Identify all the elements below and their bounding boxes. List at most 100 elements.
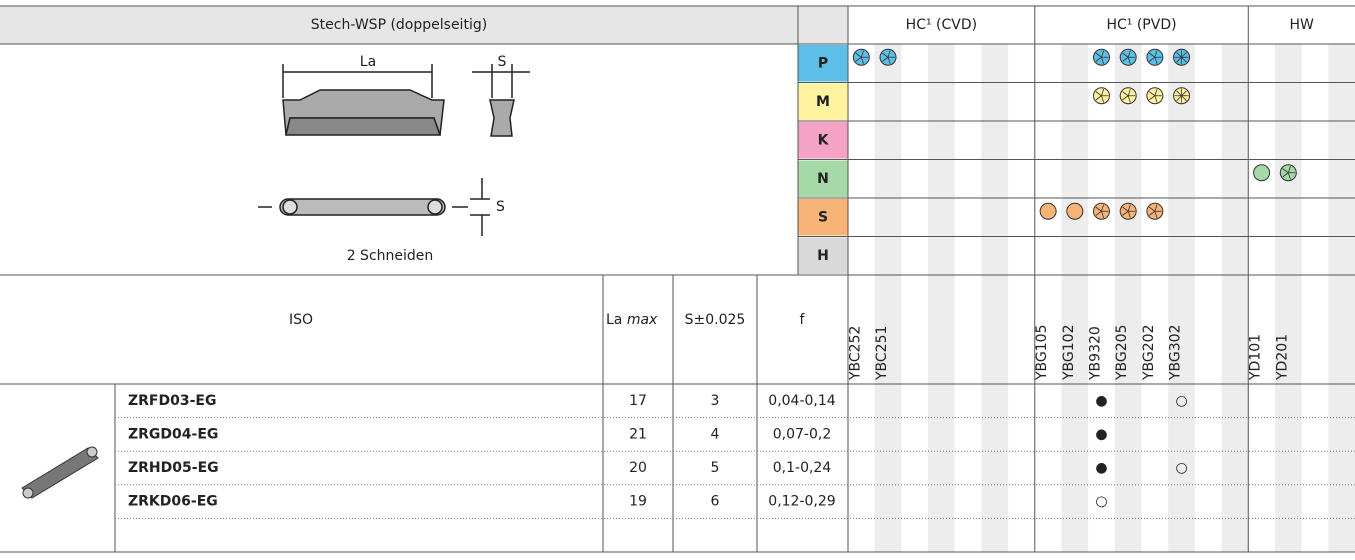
column-stripe xyxy=(1274,44,1302,552)
col-head: La max xyxy=(606,312,658,328)
grade-label: YBG105 xyxy=(1034,325,1050,381)
grade-icon xyxy=(860,50,864,58)
grade-icon xyxy=(1095,52,1102,58)
header-bg xyxy=(848,6,1355,44)
grade-icon xyxy=(882,56,889,62)
grade-icon xyxy=(1181,52,1187,58)
grade-icon xyxy=(1253,164,1271,182)
grade-icon xyxy=(1095,56,1102,62)
grade-icon xyxy=(1154,57,1158,65)
group-head: HW xyxy=(1289,17,1314,33)
grade-icon xyxy=(1287,165,1291,173)
grade-icon xyxy=(1148,56,1156,62)
column-stripe xyxy=(1061,44,1089,552)
dim-label: S xyxy=(498,54,507,70)
col-head: ISO xyxy=(289,312,313,328)
material-label: K xyxy=(818,132,830,148)
grade-icon xyxy=(1176,95,1182,101)
material-cell xyxy=(798,160,848,197)
f: 0,04-0,14 xyxy=(768,393,835,409)
mark: ○ xyxy=(1175,393,1187,409)
dim-label: S xyxy=(496,199,505,215)
dim-label: La xyxy=(360,54,376,70)
column-stripe xyxy=(1328,44,1355,552)
col-head: f xyxy=(800,312,806,328)
grade-icon xyxy=(887,57,891,65)
column-stripe xyxy=(1114,44,1142,552)
f: 0,12-0,29 xyxy=(768,494,835,510)
title: Stech-WSP (doppelseitig) xyxy=(311,17,487,33)
column-stripe xyxy=(1221,44,1249,552)
material-cell xyxy=(798,199,848,236)
la: 20 xyxy=(629,460,647,476)
column-stripe xyxy=(874,44,902,552)
material-cell xyxy=(798,83,848,120)
code: ZRFD03-EG xyxy=(128,393,216,409)
header-bg xyxy=(0,6,848,44)
grade-icon xyxy=(1101,50,1105,58)
grade-icon xyxy=(1101,211,1105,219)
column-stripe xyxy=(928,44,955,552)
grade-icon xyxy=(1122,206,1129,212)
grade-icon xyxy=(1148,206,1156,212)
grade-icon xyxy=(1095,210,1102,216)
grade-icon xyxy=(1148,91,1156,97)
grade-icon xyxy=(1176,52,1182,58)
column-stripe xyxy=(1168,44,1195,552)
material-cell xyxy=(798,45,848,82)
grade-icon xyxy=(1066,202,1084,220)
code: ZRHD05-EG xyxy=(128,460,219,476)
material-cell xyxy=(798,122,848,159)
grade-icon xyxy=(855,52,862,58)
product-image xyxy=(21,446,99,499)
grade-icon xyxy=(1101,204,1105,212)
grade-icon xyxy=(860,57,864,65)
la: 17 xyxy=(629,393,647,409)
grade-icon xyxy=(1282,168,1289,174)
grade-icon xyxy=(1181,95,1187,101)
group-head: HC¹ (PVD) xyxy=(1106,17,1176,33)
s: 6 xyxy=(711,494,720,510)
grade-icon xyxy=(855,56,862,62)
grade-icon xyxy=(1039,202,1057,220)
grade-icon xyxy=(1127,204,1131,212)
grade-icon xyxy=(1181,56,1187,63)
grade-label: YBC251 xyxy=(874,326,890,381)
grade-label: YBC252 xyxy=(847,326,863,381)
grade-icon xyxy=(1127,50,1131,58)
grade-icon xyxy=(1287,172,1291,180)
material-label: N xyxy=(817,171,829,187)
group-head: HC¹ (CVD) xyxy=(906,17,977,33)
la: 19 xyxy=(629,494,647,510)
grade-label: YBG302 xyxy=(1168,325,1184,381)
grade-icon xyxy=(1148,95,1156,101)
grade-label: YBG205 xyxy=(1114,325,1130,381)
grade-icon xyxy=(1154,95,1158,103)
grade-icon xyxy=(1101,95,1105,103)
grade-icon xyxy=(1101,88,1105,96)
grade-icon xyxy=(887,50,891,58)
grade-label: YD101 xyxy=(1248,334,1264,381)
grade-icon xyxy=(1122,52,1129,58)
material-label: S xyxy=(818,209,828,225)
grade-icon xyxy=(1122,56,1129,62)
s: 5 xyxy=(711,460,720,476)
grade-icon xyxy=(1101,57,1105,65)
col-head: max xyxy=(627,312,658,328)
grade-icon xyxy=(1122,95,1129,101)
grade-icon xyxy=(1127,57,1131,65)
caption: 2 Schneiden xyxy=(347,248,434,264)
mark: ● xyxy=(1095,393,1107,409)
grade-icon xyxy=(1148,52,1156,58)
grade-icon xyxy=(1181,90,1187,97)
grade-icon xyxy=(1095,95,1102,101)
s: 4 xyxy=(711,426,720,442)
column-stripe xyxy=(981,44,1009,552)
grade-icon xyxy=(1154,204,1158,212)
grade-icon xyxy=(1154,88,1158,96)
f: 0,1-0,24 xyxy=(773,460,832,476)
insert-drawing xyxy=(258,64,530,236)
col-head: La xyxy=(606,312,622,328)
col-head: S±0.025 xyxy=(685,312,746,328)
